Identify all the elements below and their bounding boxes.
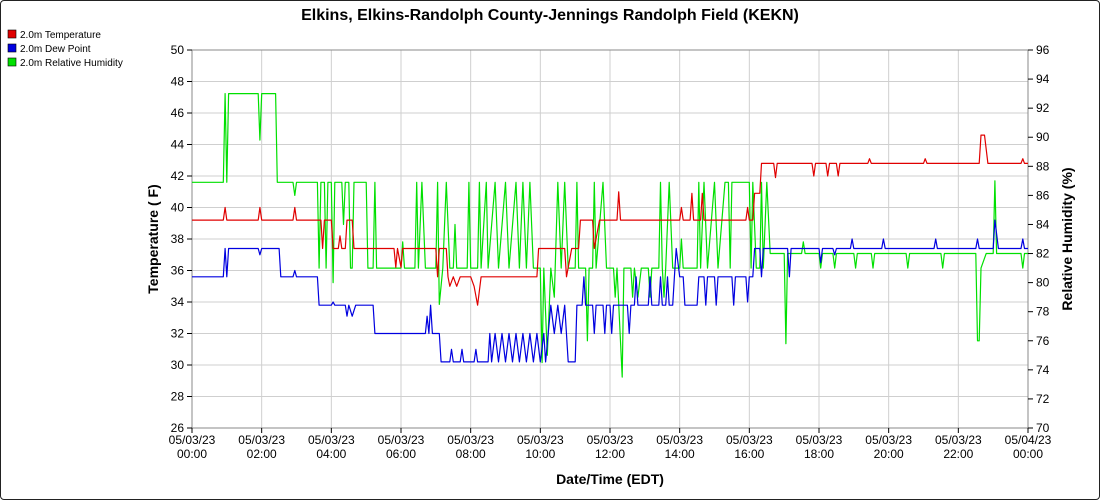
series-line-2-0m-relative-humidity: [192, 92, 1028, 378]
y-right-tick-label: 96: [1036, 43, 1050, 57]
y-axis-right-ticks: 70 72 74 76 78 80 82 84 86 88 90 92 94 96: [1028, 43, 1050, 435]
y-right-tick-label: 84: [1036, 217, 1050, 231]
legend-label: 2.0m Temperature: [20, 30, 101, 41]
y-axis-left-ticks: 26 28 30 32 34 36 38 40 42 44 46 48 50: [171, 43, 192, 435]
x-tick-label-date: 05/03/23: [656, 433, 703, 447]
y-left-tick-label: 50: [171, 43, 185, 57]
x-tick-label-date: 05/03/23: [865, 433, 912, 447]
x-tick-label-time: 22:00: [943, 447, 973, 461]
x-tick-label-time: 18:00: [804, 447, 834, 461]
grid: [191, 49, 1029, 429]
x-tick-label-date: 05/03/23: [796, 433, 843, 447]
y-left-tick-label: 34: [171, 295, 185, 309]
legend: 2.0m Temperature 2.0m Dew Point 2.0m Relat…: [7, 29, 123, 69]
y-right-tick-label: 70: [1036, 421, 1050, 435]
y-left-tick-label: 28: [171, 390, 185, 404]
y-left-tick-label: 26: [171, 421, 185, 435]
x-tick-label-time: 02:00: [247, 447, 277, 461]
x-tick-label-time: 00:00: [177, 447, 207, 461]
legend-label: 2.0m Relative Humidity: [20, 58, 123, 69]
x-tick-label-date: 05/03/23: [447, 433, 494, 447]
y-left-tick-label: 30: [171, 358, 185, 372]
x-tick-label-time: 10:00: [525, 447, 555, 461]
x-tick-label-time: 14:00: [665, 447, 695, 461]
y-left-tick-label: 42: [171, 169, 185, 183]
x-tick-label-time: 04:00: [316, 447, 346, 461]
y-left-tick-label: 46: [171, 106, 185, 120]
x-tick-label-time: 12:00: [595, 447, 625, 461]
x-tick-label-date: 05/03/23: [308, 433, 355, 447]
chart-title: Elkins, Elkins-Randolph County-Jennings …: [301, 7, 799, 24]
x-tick-label-date: 05/03/23: [238, 433, 285, 447]
x-tick-label-date: 05/03/23: [587, 433, 634, 447]
series-layer: [192, 92, 1028, 378]
y-right-tick-label: 82: [1036, 247, 1050, 261]
x-tick-label-time: 06:00: [386, 447, 416, 461]
y-left-tick-label: 32: [171, 327, 185, 341]
y-left-tick-label: 40: [171, 201, 185, 215]
legend-swatch: [7, 29, 17, 39]
series-line-2-0m-dew-point: [192, 219, 1028, 363]
x-axis-ticks: 05/03/2300:0005/03/2302:0005/03/2304:000…: [169, 428, 1052, 461]
y-right-tick-label: 94: [1036, 72, 1050, 86]
y-right-tick-label: 88: [1036, 159, 1050, 173]
y-left-tick-label: 38: [171, 232, 185, 246]
y-left-tick-label: 48: [171, 75, 185, 89]
x-tick-label-date: 05/03/23: [517, 433, 564, 447]
legend-swatch: [7, 57, 17, 67]
x-tick-label-date: 05/03/23: [378, 433, 425, 447]
x-tick-label-date: 05/03/23: [726, 433, 773, 447]
x-tick-label-time: 20:00: [874, 447, 904, 461]
y-right-tick-label: 80: [1036, 276, 1050, 290]
y-axis-right-title: Relative Humidity (%): [1059, 167, 1075, 310]
x-tick-label-date: 05/03/23: [169, 433, 216, 447]
x-tick-label-date: 05/03/23: [935, 433, 982, 447]
y-right-tick-label: 90: [1036, 130, 1050, 144]
y-right-tick-label: 74: [1036, 363, 1050, 377]
x-tick-label-date: 05/04/23: [1005, 433, 1052, 447]
y-right-tick-label: 78: [1036, 305, 1050, 319]
y-left-tick-label: 36: [171, 264, 185, 278]
legend-label: 2.0m Dew Point: [20, 44, 91, 55]
x-tick-label-time: 16:00: [734, 447, 764, 461]
x-tick-label-time: 08:00: [456, 447, 486, 461]
y-left-tick-label: 44: [171, 138, 185, 152]
series-line-2-0m-temperature: [192, 134, 1028, 306]
y-axis-left-title: Temperature ( F): [145, 184, 161, 293]
legend-swatch: [7, 43, 17, 53]
x-tick-label-time: 00:00: [1013, 447, 1043, 461]
y-right-tick-label: 76: [1036, 334, 1050, 348]
y-right-tick-label: 92: [1036, 101, 1050, 115]
x-axis-title: Date/Time (EDT): [556, 471, 664, 487]
y-right-tick-label: 86: [1036, 188, 1050, 202]
y-right-tick-label: 72: [1036, 392, 1050, 406]
